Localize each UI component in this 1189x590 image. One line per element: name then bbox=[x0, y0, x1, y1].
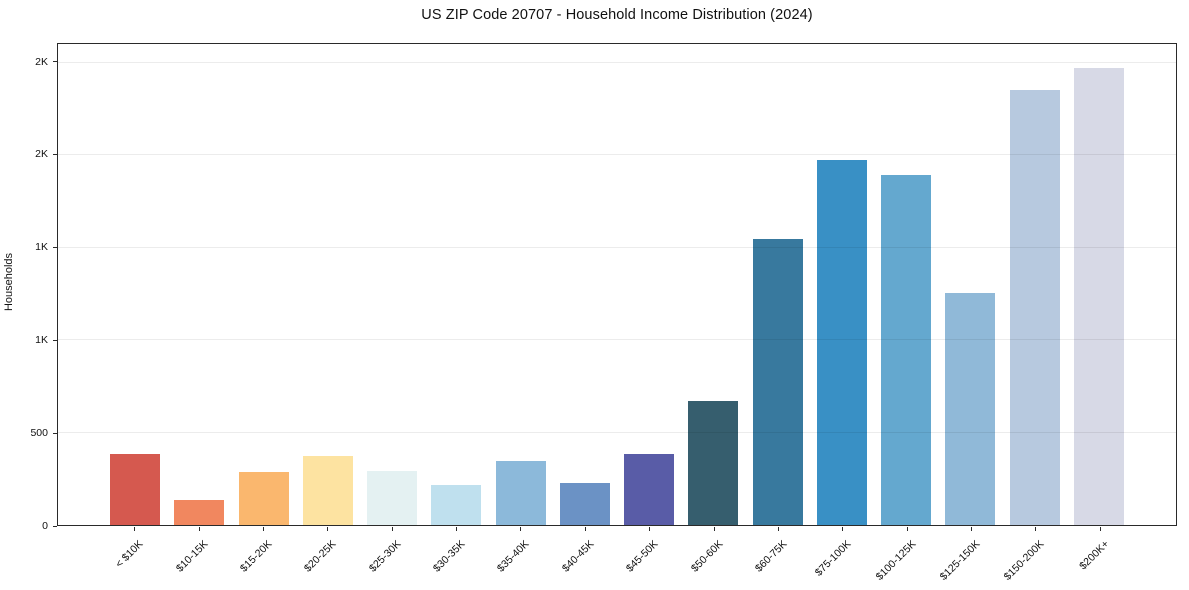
bar bbox=[559, 483, 610, 525]
x-tick-mark bbox=[842, 527, 844, 531]
x-tick-mark bbox=[713, 527, 715, 531]
bar bbox=[367, 471, 418, 525]
x-tick-mark bbox=[198, 527, 200, 531]
x-tick-label: $25-30K bbox=[366, 538, 404, 575]
x-tick-label: $20-25K bbox=[302, 538, 339, 575]
bar-slot bbox=[296, 44, 360, 525]
x-tick-mark bbox=[391, 527, 393, 531]
y-tick-label: 2K bbox=[35, 55, 48, 68]
bar bbox=[752, 239, 803, 525]
y-tick-label: 1K bbox=[35, 334, 48, 347]
bar-slot bbox=[103, 44, 167, 525]
bar-slot bbox=[553, 44, 617, 525]
x-tick-label: $200K+ bbox=[1077, 538, 1112, 573]
y-tick-label: 1K bbox=[35, 241, 48, 254]
y-tick-mark bbox=[53, 432, 57, 434]
plot-area bbox=[57, 43, 1177, 526]
x-tick-mark bbox=[1099, 527, 1101, 531]
bar-slot bbox=[232, 44, 296, 525]
x-tick-label: $50-60K bbox=[688, 538, 726, 575]
x-tick-mark bbox=[456, 527, 458, 531]
bar-slot bbox=[874, 44, 938, 525]
x-tick-label: $35-40K bbox=[495, 538, 532, 575]
bar-slot bbox=[681, 44, 745, 525]
bar bbox=[945, 292, 996, 525]
x-tick-label: $150-200K bbox=[1002, 538, 1047, 583]
bar bbox=[624, 453, 675, 525]
bar bbox=[174, 500, 225, 525]
y-tick-label: 2K bbox=[35, 148, 48, 161]
bars-row bbox=[58, 44, 1176, 525]
x-tick-label: $60-75K bbox=[752, 538, 790, 575]
y-tick-mark bbox=[53, 525, 57, 527]
bar-slot bbox=[360, 44, 424, 525]
x-tick-label: $45-50K bbox=[624, 538, 661, 575]
x-tick-label: $10-15K bbox=[173, 538, 211, 575]
y-tick-mark bbox=[53, 339, 57, 341]
bar-slot bbox=[424, 44, 488, 525]
bar-slot bbox=[489, 44, 553, 525]
bar-slot bbox=[1067, 44, 1131, 525]
bar-slot bbox=[938, 44, 1002, 525]
y-tick-mark bbox=[53, 153, 57, 155]
y-tick-label: 500 bbox=[30, 427, 48, 440]
x-tick-label: $100-125K bbox=[873, 538, 919, 583]
x-tick-mark bbox=[327, 527, 329, 531]
y-tick-mark bbox=[53, 246, 57, 248]
x-tick-mark bbox=[777, 527, 779, 531]
x-tick-mark bbox=[906, 527, 908, 531]
y-tick-mark bbox=[53, 61, 57, 63]
x-tick-mark bbox=[971, 527, 973, 531]
x-tick-mark bbox=[1035, 527, 1037, 531]
bar bbox=[431, 485, 482, 525]
x-tick-mark bbox=[134, 527, 136, 531]
x-tick-mark bbox=[584, 527, 586, 531]
bar bbox=[881, 175, 932, 525]
x-tick-label: < $10K bbox=[113, 538, 146, 571]
y-axis: 0 500 1K 1K 2K 2K bbox=[0, 43, 57, 532]
x-axis: < $10K $10-15K $15-20K $20-25K $25-30K $30-35… bbox=[57, 527, 1177, 589]
bar bbox=[1009, 90, 1060, 525]
bar bbox=[688, 401, 739, 525]
x-tick-mark bbox=[649, 527, 651, 531]
bar bbox=[495, 461, 546, 525]
bar bbox=[238, 472, 289, 525]
bar bbox=[110, 453, 161, 525]
chart-title: US ZIP Code 20707 - Household Income Dis… bbox=[421, 7, 813, 23]
y-tick-label: 0 bbox=[42, 520, 48, 532]
x-tick-label: $30-35K bbox=[430, 538, 468, 575]
bar bbox=[1073, 68, 1124, 525]
bar-slot bbox=[810, 44, 874, 525]
x-tick-mark bbox=[520, 527, 522, 531]
bar bbox=[302, 455, 353, 525]
x-tick-label: $40-45K bbox=[559, 538, 597, 575]
bar-slot bbox=[1003, 44, 1067, 525]
x-tick-label: $125-150K bbox=[937, 538, 983, 583]
x-tick-mark bbox=[262, 527, 264, 531]
bar-slot bbox=[617, 44, 681, 525]
x-tick-label: $75-100K bbox=[813, 538, 854, 579]
bar-slot bbox=[746, 44, 810, 525]
x-tick-label: $15-20K bbox=[237, 538, 275, 575]
bar-slot bbox=[167, 44, 231, 525]
bar bbox=[816, 159, 867, 525]
